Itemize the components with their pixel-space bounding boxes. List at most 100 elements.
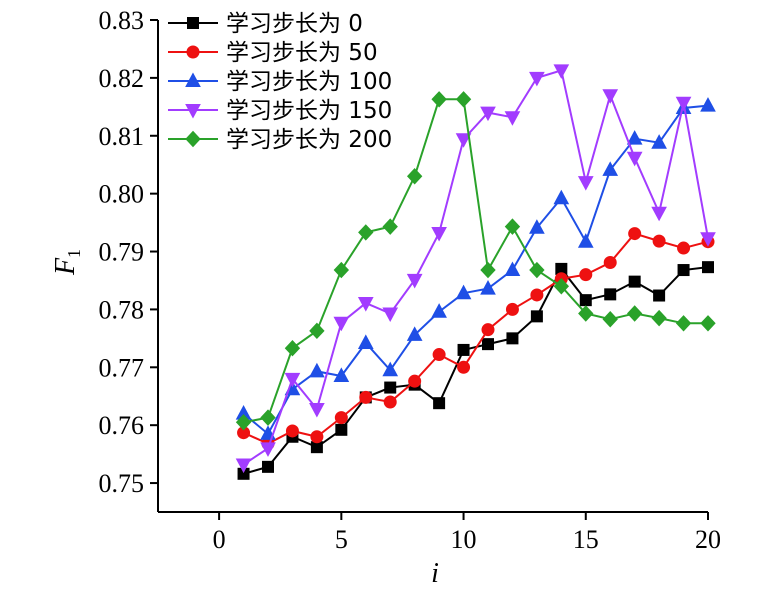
data-point [677,241,691,255]
legend-label: 学习步长为 150 [226,98,392,124]
data-point [455,284,472,300]
data-point [579,294,592,307]
data-point [431,303,447,318]
data-point [577,176,594,191]
data-point [530,288,544,302]
legend-entry: 学习步长为 0 [168,11,363,37]
x-tick-label: 5 [335,525,348,554]
data-point [357,334,374,349]
data-point [653,289,666,302]
data-point [383,395,397,409]
legend-label: 学习步长为 0 [226,11,363,37]
legend-entry: 学习步长为 200 [168,127,392,153]
x-tick-label: 10 [451,525,477,554]
data-point [333,261,350,279]
data-point [626,130,643,145]
data-point [480,280,496,295]
data-point [455,91,472,108]
data-point [504,261,521,277]
series-4 [235,91,716,431]
data-point [262,460,274,473]
data-point [700,315,716,332]
data-point [480,261,496,279]
data-point [626,305,643,322]
y-tick-label: 0.81 [99,122,145,151]
y-tick-label: 0.80 [99,180,145,209]
data-point [433,397,446,410]
series-line [243,232,709,445]
legend-entry: 学习步长为 50 [168,40,378,66]
data-point [504,111,521,126]
data-point [553,278,570,295]
y-axis-title-subscript: 1 [64,249,84,258]
data-point [675,96,692,112]
data-point [602,161,619,176]
data-point [333,316,350,332]
data-point [677,264,690,277]
data-point [628,227,642,241]
data-point [602,89,619,104]
data-point [406,326,423,341]
legend-marker [185,104,201,119]
data-point [358,224,374,241]
series-1 [237,227,715,451]
series-group [235,64,716,480]
y-axis-title: F1 [50,249,84,276]
x-tick-label: 15 [573,525,599,554]
data-point [260,442,276,457]
legend-label: 学习步长为 100 [226,69,392,95]
data-point [529,71,545,87]
legend-label: 学习步长为 50 [226,40,378,66]
data-point [700,232,716,247]
data-point [406,168,423,185]
data-point [260,409,276,426]
data-point [577,233,594,248]
data-point [481,323,495,337]
legend-entry: 学习步长为 150 [168,98,392,124]
data-point [309,402,325,418]
data-point [702,261,714,274]
data-point [284,372,301,388]
y-tick-label: 0.76 [99,411,145,440]
data-point [529,219,545,234]
data-point [506,332,519,345]
data-point [604,288,617,301]
data-point [382,361,399,377]
data-point [408,374,422,388]
data-point [431,91,447,108]
data-point [284,339,301,357]
data-point [310,441,323,454]
data-point [603,256,617,270]
data-point [406,273,423,289]
data-point [675,315,692,332]
series-3 [235,64,716,474]
data-point [335,423,348,436]
y-ticks: 0.75 0.76 0.77 0.78 0.79 0.80 0.81 0.82 0.83 [99,6,158,498]
data-point [457,360,471,374]
data-point [700,97,716,112]
data-point [482,338,494,351]
legend-marker [185,72,201,87]
data-point [382,307,399,323]
data-point [432,348,446,362]
data-point [235,458,252,474]
data-point [553,64,570,79]
series-0 [237,261,714,480]
data-point [457,343,470,356]
data-point [309,322,325,340]
data-point [602,311,618,328]
data-point [309,362,325,378]
data-point [359,390,373,404]
data-point [651,134,667,149]
data-point [384,381,397,394]
data-point [334,411,348,425]
data-point [628,275,641,288]
y-tick-label: 0.83 [99,6,145,35]
x-tick-label: 20 [695,525,721,554]
data-point [553,189,570,205]
data-point [504,218,521,235]
data-point [431,227,447,242]
legend-label: 学习步长为 200 [226,127,392,153]
data-point [578,305,594,322]
